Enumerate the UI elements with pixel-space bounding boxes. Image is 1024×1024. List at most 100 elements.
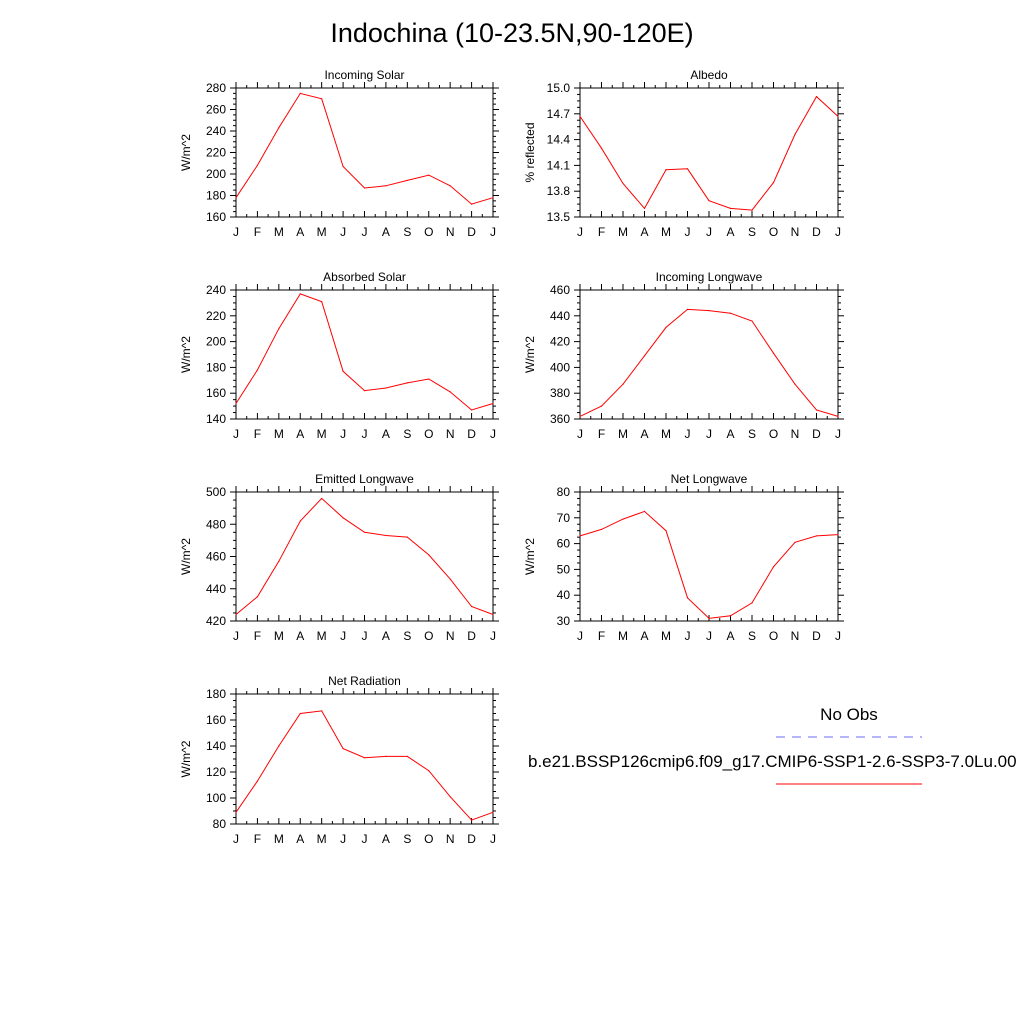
x-tick-label: A <box>296 427 304 441</box>
x-tick-label: J <box>577 629 583 643</box>
series-line <box>235 293 494 411</box>
data-point <box>342 165 344 168</box>
y-tick-label: 14.1 <box>547 158 571 172</box>
x-tick-label: F <box>254 427 261 441</box>
x-tick-label: J <box>340 225 346 239</box>
data-point <box>492 402 494 405</box>
y-tick-label: 100 <box>206 791 226 805</box>
y-tick-label: 180 <box>206 360 226 374</box>
y-axis-label: W/m^2 <box>179 740 193 777</box>
data-point <box>235 197 237 199</box>
plot-frame <box>579 491 839 622</box>
data-point <box>579 535 581 537</box>
y-tick-label: 220 <box>206 146 226 160</box>
x-tick-label: A <box>296 629 304 643</box>
plot-frame <box>579 289 839 420</box>
chart-title: Albedo <box>690 68 728 82</box>
data-point <box>837 415 839 418</box>
y-tick-label: 240 <box>206 283 226 297</box>
x-tick-label: S <box>748 225 756 239</box>
data-point <box>729 312 732 314</box>
y-tick-label: 440 <box>550 309 570 323</box>
x-tick-label: M <box>274 832 284 846</box>
y-tick-label: 500 <box>206 485 226 499</box>
x-tick-label: S <box>403 225 411 239</box>
x-tick-label: A <box>726 629 734 643</box>
data-point <box>299 293 301 295</box>
x-tick-label: S <box>403 832 411 846</box>
x-tick-label: J <box>706 225 712 239</box>
x-tick-label: M <box>274 427 284 441</box>
x-tick-label: M <box>317 629 327 643</box>
data-point <box>363 390 366 392</box>
x-tick-label: D <box>467 832 476 846</box>
y-axis-label: W/m^2 <box>523 538 537 575</box>
data-point <box>492 197 494 199</box>
data-point <box>794 541 796 543</box>
x-tick-label: N <box>791 427 800 441</box>
x-tick-label: J <box>233 427 239 441</box>
data-point <box>235 811 237 813</box>
x-tick-label: O <box>769 427 778 441</box>
x-tick-label: M <box>317 427 327 441</box>
x-tick-label: O <box>424 427 433 441</box>
x-tick-label: M <box>274 629 284 643</box>
data-point <box>385 185 387 187</box>
data-point <box>751 602 753 604</box>
y-tick-label: 360 <box>550 412 570 426</box>
x-tick-label: M <box>618 225 628 239</box>
data-point <box>686 168 689 170</box>
data-point <box>299 520 301 522</box>
data-point <box>342 748 344 750</box>
x-tick-label: M <box>661 629 671 643</box>
x-tick-label: D <box>812 629 821 643</box>
chart-title: Absorbed Solar <box>323 270 406 284</box>
x-tick-label: D <box>467 629 476 643</box>
data-point <box>708 310 710 312</box>
data-point <box>729 207 732 209</box>
data-point <box>815 96 818 98</box>
data-point <box>428 770 430 772</box>
series-line <box>579 510 839 619</box>
data-point <box>470 605 473 608</box>
x-tick-label: J <box>835 427 841 441</box>
plot-frame <box>235 491 494 622</box>
y-tick-label: 380 <box>550 386 570 400</box>
plot-frame <box>579 87 839 218</box>
x-tick-label: A <box>382 427 390 441</box>
data-point <box>428 554 430 556</box>
x-tick-label: M <box>274 225 284 239</box>
data-point <box>385 387 387 389</box>
y-axis-label: W/m^2 <box>523 336 537 373</box>
data-point <box>406 536 408 538</box>
x-tick-label: A <box>382 629 390 643</box>
data-point <box>686 597 689 599</box>
y-tick-label: 180 <box>206 189 226 203</box>
x-tick-label: F <box>598 427 605 441</box>
x-tick-label: M <box>661 225 671 239</box>
data-point <box>385 755 387 758</box>
x-tick-label: J <box>577 427 583 441</box>
x-tick-label: A <box>296 225 304 239</box>
data-point <box>665 169 667 171</box>
y-tick-label: 240 <box>206 124 226 138</box>
chart-panel-1: J F M A M J J A S O N D J160180200220240260280Incomi… <box>179 68 499 239</box>
data-point <box>299 712 301 715</box>
x-tick-label: F <box>598 629 605 643</box>
x-tick-label: M <box>317 832 327 846</box>
data-point <box>470 203 473 205</box>
data-point <box>278 745 280 747</box>
x-tick-label: O <box>424 629 433 643</box>
y-tick-label: 160 <box>206 386 226 400</box>
data-point <box>363 187 366 189</box>
y-tick-label: 220 <box>206 309 226 323</box>
y-tick-label: 14.4 <box>547 133 571 147</box>
x-tick-label: N <box>446 832 455 846</box>
x-tick-label: J <box>340 832 346 846</box>
x-tick-label: F <box>254 832 261 846</box>
x-tick-label: S <box>748 427 756 441</box>
data-point <box>470 819 473 821</box>
x-tick-label: J <box>706 629 712 643</box>
